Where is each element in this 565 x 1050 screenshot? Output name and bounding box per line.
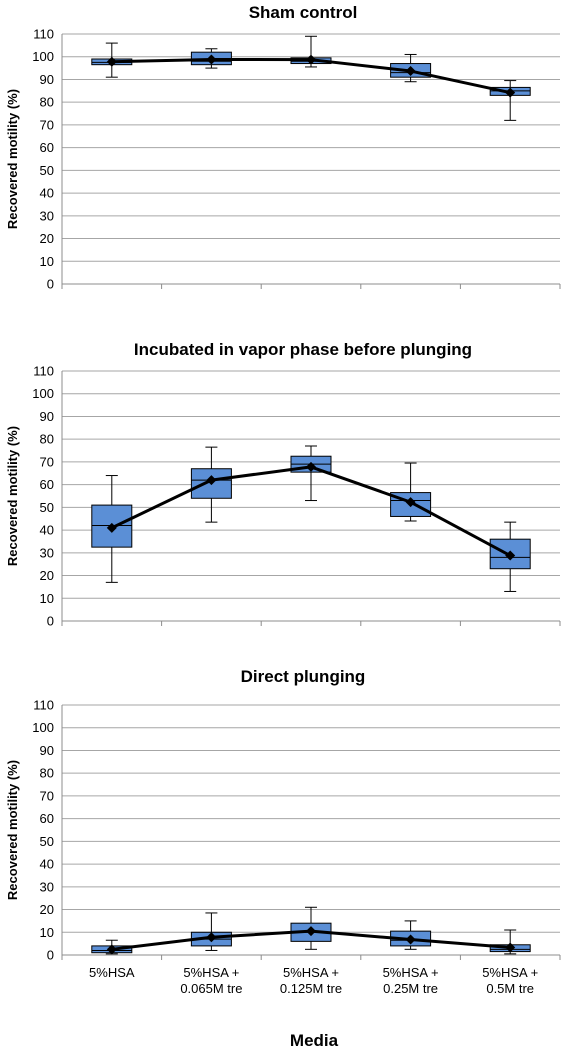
y-tick-label: 90 <box>40 409 54 424</box>
mean-marker <box>206 932 217 943</box>
x-tick-label-line: 0.125M tre <box>280 981 342 996</box>
y-tick-label: 10 <box>40 254 54 269</box>
y-tick-label: 40 <box>40 523 54 538</box>
y-tick-label: 100 <box>32 386 54 401</box>
y-tick-label: 10 <box>40 925 54 940</box>
y-tick-label: 0 <box>47 614 54 629</box>
y-tick-label: 30 <box>40 545 54 560</box>
y-tick-label: 30 <box>40 879 54 894</box>
y-tick-label: 40 <box>40 186 54 201</box>
box-5 <box>489 80 531 121</box>
y-tick-label: 90 <box>40 72 54 87</box>
box-4 <box>390 462 432 522</box>
y-tick-label: 60 <box>40 811 54 826</box>
y-tick-label: 50 <box>40 500 54 515</box>
y-tick-label: 0 <box>47 277 54 292</box>
y-tick-label: 110 <box>33 364 54 379</box>
y-tick-label: 10 <box>40 591 54 606</box>
y-tick-label: 70 <box>40 454 54 469</box>
x-tick-label-line: 0.25M tre <box>383 981 438 996</box>
x-tick-label: 5%HSA +0.5M tre <box>482 965 538 996</box>
chart-title: Sham control <box>249 3 358 22</box>
box-2 <box>190 912 232 951</box>
y-tick-label: 60 <box>40 477 54 492</box>
mean-marker <box>306 54 316 65</box>
mean-marker <box>405 934 416 945</box>
mean-marker <box>505 550 516 561</box>
y-tick-label: 80 <box>40 766 54 781</box>
y-tick-label: 40 <box>40 857 54 872</box>
x-tick-label-line: 5%HSA + <box>482 965 538 980</box>
y-tick-label: 50 <box>40 834 54 849</box>
mean-marker <box>405 497 416 508</box>
x-tick-label-line: 0.065M tre <box>180 981 242 996</box>
y-axis-label: Recovered motility (%) <box>5 89 20 229</box>
mean-marker <box>106 522 117 533</box>
y-tick-label: 90 <box>40 743 54 758</box>
x-tick-label-line: 5%HSA + <box>183 965 239 980</box>
y-tick-label: 100 <box>32 720 54 735</box>
y-tick-label: 70 <box>40 117 54 132</box>
x-tick-label: 5%HSA +0.125M tre <box>280 965 342 996</box>
mean-marker <box>505 87 516 98</box>
mean-marker <box>405 66 416 77</box>
x-tick-label-line: 5%HSA <box>89 965 135 980</box>
chart-title: Direct plunging <box>241 667 366 686</box>
x-tick-label-line: 5%HSA + <box>283 965 339 980</box>
x-axis-label: Media <box>290 1031 339 1050</box>
y-tick-label: 20 <box>40 902 54 917</box>
x-tick-label: 5%HSA <box>89 965 135 980</box>
mean-marker <box>505 942 516 953</box>
y-tick-label: 0 <box>47 948 54 963</box>
y-tick-label: 80 <box>40 432 54 447</box>
mean-marker <box>306 926 316 937</box>
y-tick-label: 110 <box>33 698 54 713</box>
mean-marker <box>106 944 117 955</box>
y-tick-label: 60 <box>40 140 54 155</box>
y-tick-label: 20 <box>40 231 54 246</box>
x-tick-label-line: 5%HSA + <box>383 965 439 980</box>
mean-marker <box>306 461 316 472</box>
y-tick-label: 50 <box>40 163 54 178</box>
y-tick-label: 100 <box>32 49 54 64</box>
x-tick-label: 5%HSA +0.065M tre <box>180 965 242 996</box>
y-axis-label: Recovered motility (%) <box>5 760 20 900</box>
chart-panel: Direct plunging 0 10 20 30 40 50 60 70 80 90 100 110… <box>5 667 561 996</box>
y-tick-label: 30 <box>40 208 54 223</box>
y-tick-label: 80 <box>40 95 54 110</box>
chart-panel: Sham control 0 10 20 30 40 50 60 70 80 90 100 110 Rec… <box>5 3 561 292</box>
x-tick-label: 5%HSA +0.25M tre <box>383 965 439 996</box>
chart-panel: Incubated in vapor phase before plunging… <box>5 340 561 629</box>
y-tick-label: 20 <box>40 568 54 583</box>
x-tick-label-line: 0.5M tre <box>486 981 534 996</box>
y-tick-label: 110 <box>33 27 54 42</box>
y-axis-label: Recovered motility (%) <box>5 426 20 566</box>
y-tick-label: 70 <box>40 788 54 803</box>
mean-marker <box>106 56 117 67</box>
mean-marker <box>206 54 217 65</box>
chart-title: Incubated in vapor phase before plunging <box>134 340 472 359</box>
mean-marker <box>206 475 217 486</box>
